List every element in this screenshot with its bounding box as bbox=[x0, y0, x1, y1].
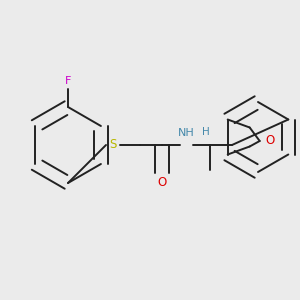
Text: H: H bbox=[202, 127, 210, 137]
Text: F: F bbox=[65, 76, 71, 86]
Text: NH: NH bbox=[178, 128, 194, 138]
Text: S: S bbox=[109, 139, 117, 152]
Text: O: O bbox=[265, 134, 274, 148]
Text: O: O bbox=[158, 176, 166, 190]
